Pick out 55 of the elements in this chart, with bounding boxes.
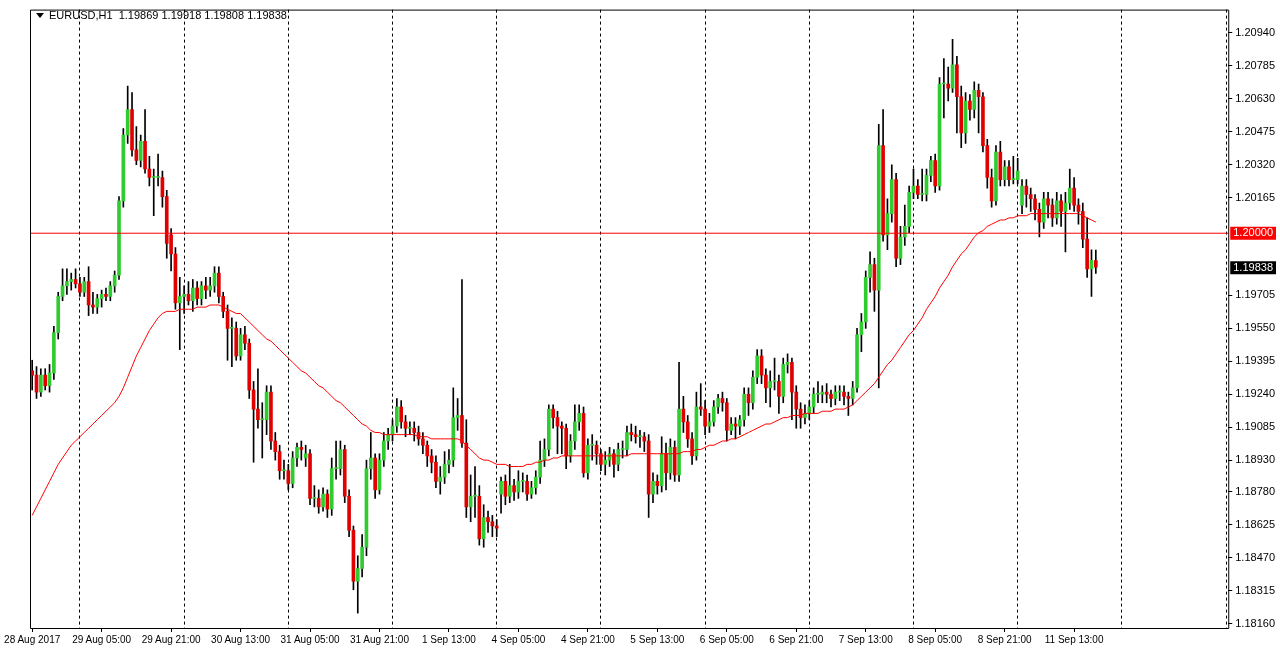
x-tick-label: 8 Sep 21:00 [977,633,1033,645]
y-tick-label: 1.19085 [1235,420,1275,433]
x-tick-label: 4 Sep 21:00 [560,633,616,645]
x-tick-label: 1 Sep 13:00 [421,633,477,645]
x-tick-label: 5 Sep 13:00 [630,633,685,645]
y-tick-label: 1.20630 [1235,91,1275,104]
candlestick [768,370,773,408]
candlestick [629,423,634,442]
candlestick [177,277,182,350]
y-tick-label: 1.20320 [1235,157,1275,170]
candlestick [156,153,160,187]
y-tick-label: 1.20165 [1235,190,1275,203]
chart-title: EURUSD,H1 1.19869 1.19918 1.19808 1.19838 [49,9,287,21]
candlestick [438,466,443,495]
y-tick-label: 1.18625 [1235,517,1275,530]
y-tick-label: 1.18930 [1235,453,1275,466]
text: 1.19838 [1233,260,1273,273]
y-tick-label: 1.18160 [1235,616,1275,629]
x-tick-label: 30 Aug 13:00 [211,633,271,645]
x-tick-label: 6 Sep 21:00 [769,633,824,645]
y-tick-label: 1.20475 [1235,124,1275,137]
candlestick [230,317,234,367]
candlestick [816,381,820,404]
x-tick-label: 29 Aug 05:00 [72,633,132,645]
x-tick-label: 28 Aug 2017 [4,633,61,645]
x-tick-label: 29 Aug 21:00 [141,633,201,645]
candlestick [920,168,924,202]
y-tick-label: 1.18780 [1235,485,1275,498]
x-tick-label: 31 Aug 05:00 [280,633,340,645]
y-tick-label: 1.18470 [1235,550,1275,563]
candlestick [473,466,477,518]
y-tick-label: 1.18315 [1235,583,1275,596]
x-tick-label: 4 Sep 05:00 [491,633,546,645]
candlestick [104,287,108,302]
x-tick-label: 7 Sep 13:00 [838,633,894,645]
y-tick-label: 1.19240 [1235,387,1275,400]
candlestick [638,430,642,448]
candlestick [303,444,308,467]
y-tick-label: 1.19705 [1235,288,1275,301]
candlestick [842,385,846,406]
y-tick-label: 1.20785 [1235,58,1275,71]
y-tick-label: 1.19550 [1235,321,1275,334]
x-tick-label: 11 Sep 13:00 [1044,633,1104,645]
x-tick-label: 31 Aug 21:00 [350,633,410,645]
candlestick [65,268,69,295]
y-tick-label: 1.20940 [1235,26,1275,39]
candlestick [820,385,825,404]
candlestick [69,272,74,291]
y-tick-label: 1.19395 [1235,354,1275,367]
x-tick-label: 6 Sep 05:00 [699,633,755,645]
candlestick [151,168,156,217]
candlestick [642,432,647,452]
x-tick-label: 8 Sep 05:00 [908,633,963,645]
candlestick [486,510,490,533]
ref-line-label: 1.20000 [1233,226,1273,239]
